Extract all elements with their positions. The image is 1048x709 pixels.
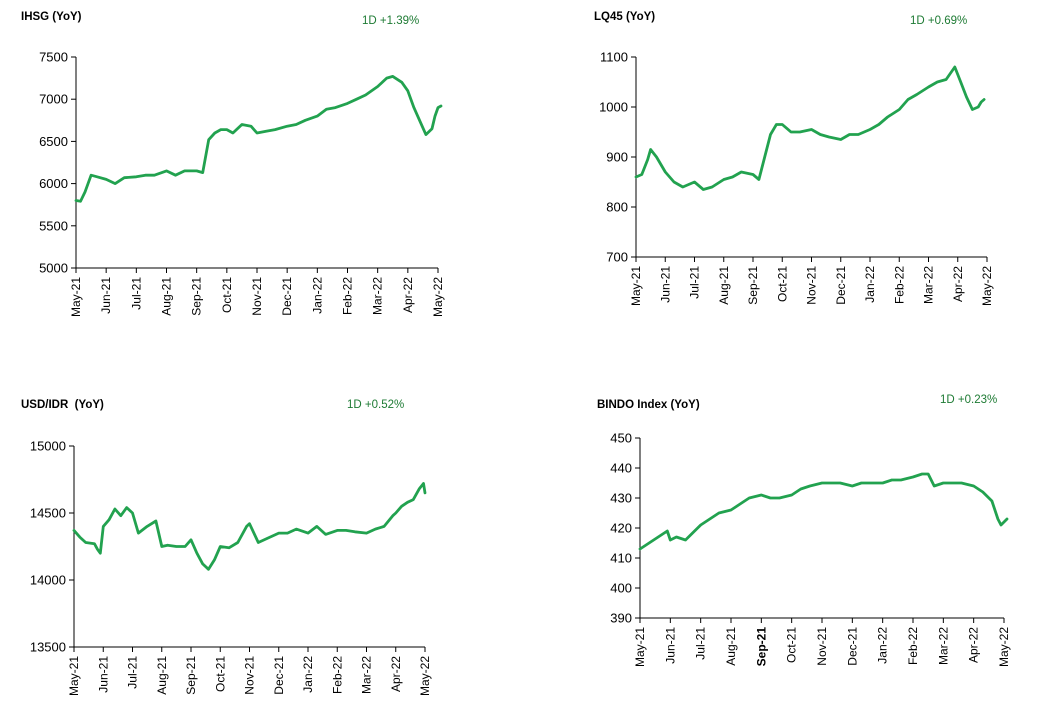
y-tick-label: 800: [606, 200, 628, 215]
chart-panel-ihsg: IHSG (YoY) 1D +1.39% 7500 7000 6500 6000 550…: [0, 0, 524, 354]
x-tick-label: Oct-21: [775, 266, 789, 302]
x-tick-label: May-21: [69, 277, 83, 317]
y-tick-label: 400: [610, 581, 632, 596]
y-tick-label: 14500: [30, 506, 66, 521]
x-tick-label: Aug-21: [160, 277, 174, 316]
chart-title: IHSG (YoY): [21, 11, 82, 23]
x-tick-label: May-22: [980, 266, 994, 306]
y-tick-label: 430: [610, 491, 632, 506]
y-tick-label: 390: [610, 611, 632, 626]
x-tick-label: Jan-22: [863, 266, 877, 303]
x-tick-label: Jul-21: [688, 266, 702, 299]
y-tick-label: 440: [610, 461, 632, 476]
x-tick-label: Oct-21: [213, 656, 227, 692]
daily-change: 1D +0.69%: [910, 15, 968, 27]
series-line: [74, 75, 443, 203]
chart-title: LQ45 (YoY): [594, 11, 656, 23]
y-tick-label: 420: [610, 521, 632, 536]
x-tick-label: May-21: [67, 656, 81, 696]
x-tick-label: Sep-21: [754, 627, 768, 667]
chart-title: BINDO Index (YoY): [597, 399, 700, 411]
chart-panel-lq45: LQ45 (YoY) 1D +0.69% 1100 1000 900 800 700 Ma…: [524, 0, 1048, 354]
y-tick-label: 7500: [39, 50, 68, 65]
x-tick-label: Jun-21: [99, 277, 113, 314]
chart-panel-bindo: BINDO Index (YoY) 1D +0.23% 450 440 430 420…: [524, 354, 1048, 708]
x-tick-label: May-22: [418, 656, 432, 696]
x-tick-label: Jul-21: [129, 277, 143, 310]
y-tick-label: 1000: [599, 100, 628, 115]
x-tick-label: Mar-22: [936, 627, 950, 665]
y-tick-label: 700: [606, 250, 628, 265]
x-tick-label: Sep-21: [184, 656, 198, 695]
y-tick-label: 5000: [39, 261, 68, 276]
x-tick-label: Apr-22: [401, 277, 415, 313]
x-tick-label: Aug-21: [717, 266, 731, 305]
x-tick-label: Mar-22: [922, 266, 936, 304]
x-tick-label: Aug-21: [724, 627, 738, 666]
x-tick-label: Aug-21: [155, 656, 169, 695]
x-tick-label: Dec-21: [272, 656, 286, 695]
chart-panel-usdidr: USD/IDR (YoY) 1D +0.52% 15000 14500 14000 1…: [0, 354, 524, 708]
x-tick-label: Apr-22: [967, 627, 981, 663]
y-tick-label: 14000: [30, 573, 66, 588]
series-line: [72, 482, 427, 571]
series-line: [634, 65, 986, 191]
y-tick-label: 6000: [39, 176, 68, 191]
y-tick-label: 1100: [600, 50, 628, 65]
y-tick-label: 6500: [39, 134, 68, 149]
x-tick-label: Apr-22: [389, 656, 403, 692]
y-tick-label: 450: [610, 431, 632, 446]
x-tick-label: Jul-21: [694, 627, 708, 660]
x-tick-label: Mar-22: [360, 656, 374, 694]
x-tick-label: Jul-21: [126, 656, 140, 689]
x-tick-label: May-22: [997, 627, 1011, 667]
y-tick-label: 13500: [30, 640, 66, 655]
daily-change: 1D +1.39%: [362, 15, 420, 27]
series-line: [638, 472, 1009, 551]
x-tick-label: Feb-22: [892, 266, 906, 304]
x-tick-label: Jun-21: [663, 627, 677, 664]
y-tick-label: 15000: [30, 439, 66, 454]
chart-title: USD/IDR (YoY): [21, 399, 104, 411]
x-tick-label: Sep-21: [190, 277, 204, 316]
x-tick-label: Dec-21: [845, 627, 859, 666]
y-tick-label: 5500: [39, 218, 68, 233]
x-tick-label: May-22: [431, 277, 445, 317]
x-tick-label: Oct-21: [220, 277, 234, 313]
x-tick-label: Feb-22: [330, 656, 344, 694]
x-tick-label: Nov-21: [250, 277, 264, 316]
x-tick-label: Nov-21: [243, 656, 257, 695]
x-tick-label: Dec-21: [834, 266, 848, 305]
x-tick-label: Apr-22: [951, 266, 965, 302]
x-tick-label: Feb-22: [906, 627, 920, 665]
x-tick-label: Jun-21: [96, 656, 110, 693]
daily-change: 1D +0.23%: [940, 394, 998, 406]
x-tick-label: May-21: [633, 627, 647, 667]
y-tick-label: 7000: [39, 92, 68, 107]
x-tick-label: Nov-21: [815, 627, 829, 666]
x-tick-label: Nov-21: [805, 266, 819, 305]
x-tick-label: Jun-21: [658, 266, 672, 303]
x-tick-label: Oct-21: [785, 627, 799, 663]
x-tick-label: Mar-22: [371, 277, 385, 315]
x-tick-label: Jan-22: [301, 656, 315, 693]
x-tick-label: Feb-22: [341, 277, 355, 315]
y-tick-label: 900: [606, 150, 628, 165]
x-tick-label: Dec-21: [280, 277, 294, 316]
x-tick-label: May-21: [629, 266, 643, 306]
daily-change: 1D +0.52%: [347, 399, 405, 411]
x-tick-label: Sep-21: [746, 266, 760, 305]
x-tick-label: Jan-22: [310, 277, 324, 314]
y-tick-label: 410: [610, 551, 632, 566]
x-tick-label: Jan-22: [876, 627, 890, 664]
